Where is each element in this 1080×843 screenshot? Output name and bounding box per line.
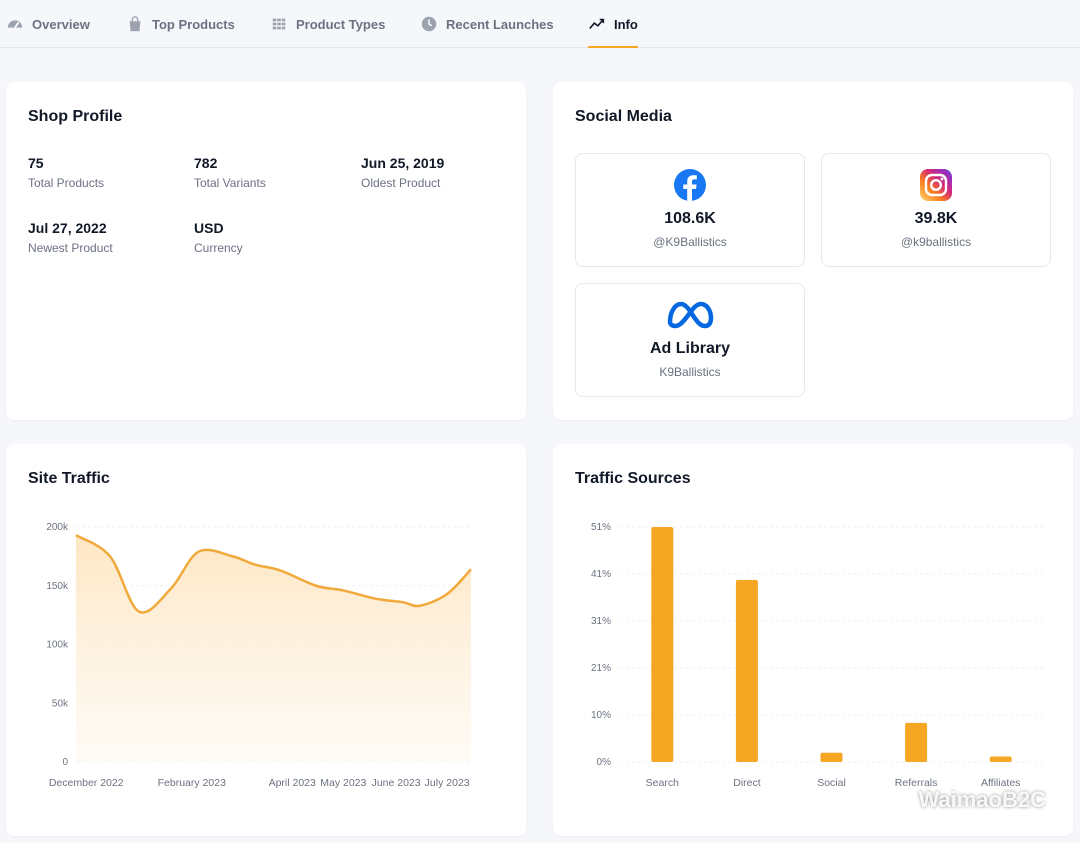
x-tick-label: December 2022	[49, 777, 124, 789]
tab-top-products[interactable]: Top Products	[126, 0, 235, 48]
stat-total-variants: 782 Total Variants	[194, 155, 266, 190]
bar	[820, 752, 843, 762]
x-tick-label: April 2023	[269, 777, 316, 789]
card-title: Shop Profile	[28, 108, 123, 125]
bar	[905, 722, 928, 762]
wechat-icon	[882, 787, 912, 811]
x-tick-label: Direct	[733, 777, 761, 789]
ad-library-label: Ad Library	[649, 340, 730, 357]
stat-value: Jul 27, 2022	[28, 220, 107, 236]
tab-label: Recent Launches	[446, 16, 554, 32]
stat-currency: USD Currency	[194, 220, 243, 255]
meta-icon	[667, 301, 714, 329]
x-tick-label: June 2023	[372, 777, 421, 789]
social-handle: K9Ballistics	[659, 365, 721, 379]
watermark: WaimaoB2C	[882, 787, 1046, 813]
tab-label: Overview	[32, 16, 90, 32]
tab-label: Info	[614, 16, 638, 32]
site-traffic-chart: 0 50k 100k 150k 200k December 2022 February 20…	[46, 522, 472, 789]
y-tick-label: 0%	[597, 757, 612, 768]
watermark-text: WaimaoB2C	[918, 787, 1046, 812]
instagram-box[interactable]: 39.8K @k9ballistics	[821, 153, 1051, 267]
y-tick-label: 50k	[52, 698, 69, 709]
tab-product-types[interactable]: Product Types	[270, 0, 385, 48]
x-tick-label: Search	[646, 777, 679, 789]
stat-total-products: 75 Total Products	[28, 155, 104, 190]
stat-label: Oldest Product	[361, 176, 441, 190]
social-media-card: Social Media 108.6K @K9Ballistics	[553, 82, 1073, 420]
stat-label: Currency	[194, 241, 243, 255]
y-tick-label: 100k	[46, 640, 69, 651]
bar	[989, 756, 1012, 762]
x-tick-label: Referrals	[895, 777, 938, 789]
y-tick-label: 200k	[46, 522, 69, 533]
traffic-sources-chart: 0% 10% 21% 31% 41% 51% Search Direct Social Refer…	[591, 522, 1043, 789]
y-tick-label: 10%	[591, 710, 611, 721]
x-tick-label: February 2023	[158, 777, 226, 789]
y-tick-label: 21%	[591, 663, 611, 674]
card-title: Social Media	[575, 108, 672, 125]
x-tick-label: Social	[817, 777, 846, 789]
gauge-icon	[7, 20, 23, 29]
grid-icon	[272, 18, 286, 30]
stat-label: Total Variants	[194, 176, 266, 190]
facebook-box[interactable]: 108.6K @K9Ballistics	[575, 153, 805, 267]
stat-oldest-product: Jun 25, 2019 Oldest Product	[361, 155, 444, 190]
tab-label: Top Products	[152, 16, 235, 32]
ad-library-box[interactable]: Ad Library K9Ballistics	[575, 283, 805, 397]
series-line	[75, 534, 472, 614]
bar	[735, 579, 758, 762]
y-tick-label: 41%	[591, 569, 611, 580]
stat-value: Jun 25, 2019	[361, 155, 445, 171]
x-tick-label: Affiliates	[981, 777, 1021, 789]
bag-icon	[129, 16, 141, 32]
card-title: Site Traffic	[28, 470, 110, 487]
area-fill	[76, 535, 471, 762]
follower-count: 39.8K	[914, 210, 958, 227]
tab-overview[interactable]: Overview	[6, 0, 90, 48]
tab-recent-launches[interactable]: Recent Launches	[420, 0, 554, 48]
tab-info[interactable]: Info	[588, 0, 638, 48]
card-title: Traffic Sources	[575, 470, 691, 487]
stat-newest-product: Jul 27, 2022 Newest Product	[28, 220, 113, 255]
tab-bar: Overview Top Products Product Types Rece…	[0, 0, 1080, 48]
social-handle: @K9Ballistics	[653, 235, 727, 249]
site-traffic-card: Site Traffic 0 50k 100k 150k 200k December 20…	[6, 444, 526, 836]
stat-value: 782	[194, 155, 218, 171]
x-tick-label: July 2023	[425, 777, 470, 789]
stat-value: USD	[194, 220, 224, 236]
instagram-icon	[920, 169, 952, 201]
stat-label: Newest Product	[28, 241, 113, 255]
follower-count: 108.6K	[664, 210, 716, 227]
traffic-sources-card: Traffic Sources 0% 10% 21% 31% 41% 51% Search D…	[553, 444, 1073, 836]
facebook-icon	[674, 169, 706, 201]
shop-profile-card: Shop Profile 75 Total Products 782 Total…	[6, 82, 526, 420]
y-tick-label: 51%	[591, 522, 611, 533]
x-tick-label: May 2023	[320, 777, 366, 789]
y-tick-label: 150k	[46, 581, 69, 592]
stat-value: 75	[28, 155, 44, 171]
clock-icon	[421, 16, 437, 32]
y-tick-label: 0	[62, 757, 68, 768]
stat-label: Total Products	[28, 176, 105, 190]
tab-label: Product Types	[296, 16, 386, 32]
y-tick-label: 31%	[591, 616, 611, 627]
social-handle: @k9ballistics	[900, 235, 972, 249]
trend-icon	[589, 18, 605, 30]
bar	[651, 527, 674, 762]
